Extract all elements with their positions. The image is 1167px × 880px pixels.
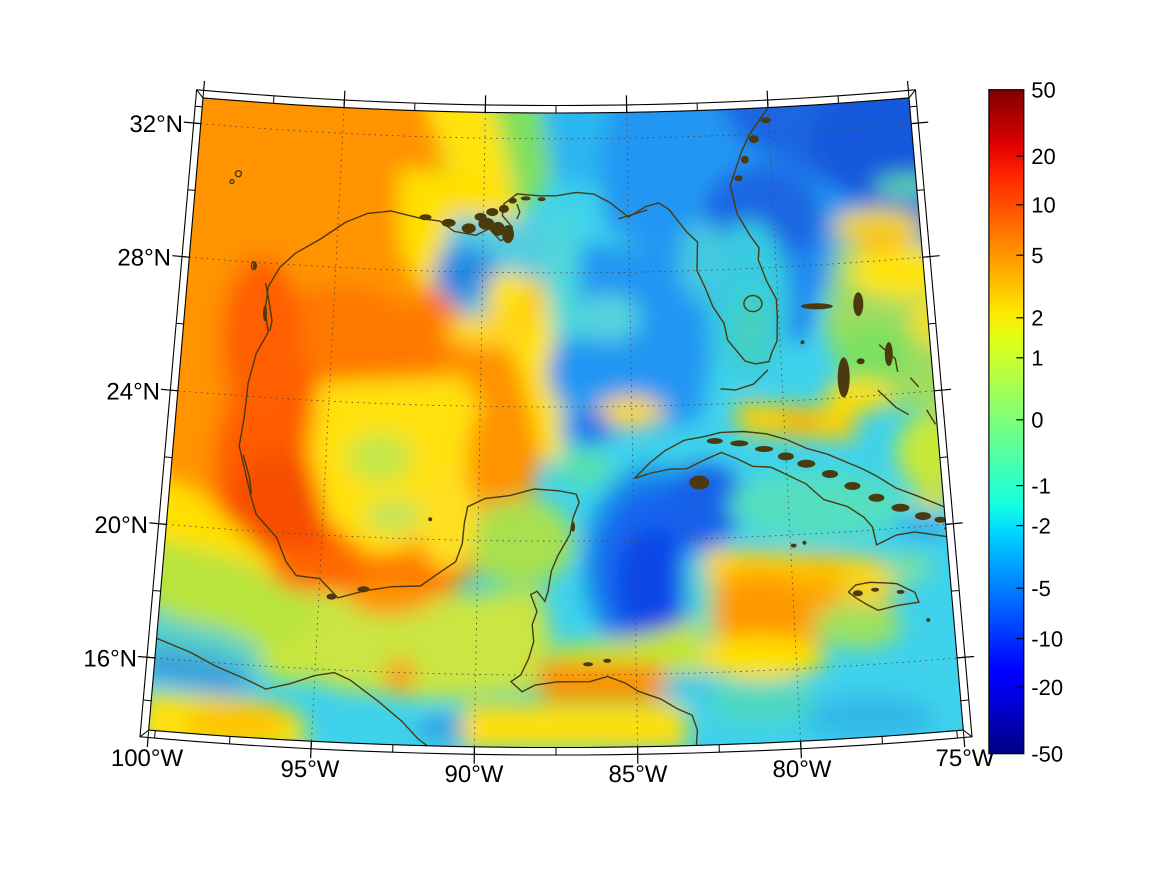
svg-text:20°N: 20°N <box>94 512 148 539</box>
svg-text:-5: -5 <box>1031 576 1051 601</box>
svg-text:95°W: 95°W <box>281 756 340 783</box>
svg-text:75°W: 75°W <box>936 745 995 772</box>
svg-text:50: 50 <box>1031 77 1055 102</box>
svg-text:28°N: 28°N <box>117 245 171 272</box>
svg-text:2: 2 <box>1031 306 1043 331</box>
svg-text:-50: -50 <box>1031 741 1063 766</box>
svg-text:24°N: 24°N <box>106 378 160 405</box>
svg-text:5: 5 <box>1031 243 1043 268</box>
svg-text:1: 1 <box>1031 346 1043 371</box>
svg-text:90°W: 90°W <box>445 761 504 788</box>
svg-text:85°W: 85°W <box>609 761 668 788</box>
svg-text:-10: -10 <box>1031 626 1063 651</box>
svg-text:32°N: 32°N <box>129 111 183 138</box>
svg-text:20: 20 <box>1031 144 1055 169</box>
svg-text:80°W: 80°W <box>773 756 832 783</box>
svg-text:-2: -2 <box>1031 513 1051 538</box>
svg-text:10: 10 <box>1031 193 1055 218</box>
svg-text:-20: -20 <box>1031 675 1063 700</box>
svg-text:0: 0 <box>1031 408 1043 433</box>
svg-text:16°N: 16°N <box>83 645 137 672</box>
svg-text:100°W: 100°W <box>111 745 184 772</box>
svg-text:-1: -1 <box>1031 473 1051 498</box>
